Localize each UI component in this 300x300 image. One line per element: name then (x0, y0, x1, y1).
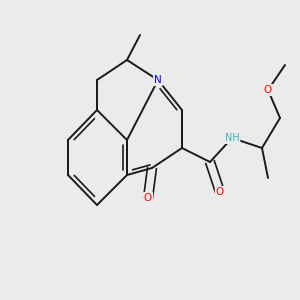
Text: O: O (144, 193, 152, 203)
Text: O: O (264, 85, 272, 95)
Text: NH: NH (225, 133, 239, 143)
Text: O: O (216, 187, 224, 197)
Text: N: N (154, 75, 162, 85)
